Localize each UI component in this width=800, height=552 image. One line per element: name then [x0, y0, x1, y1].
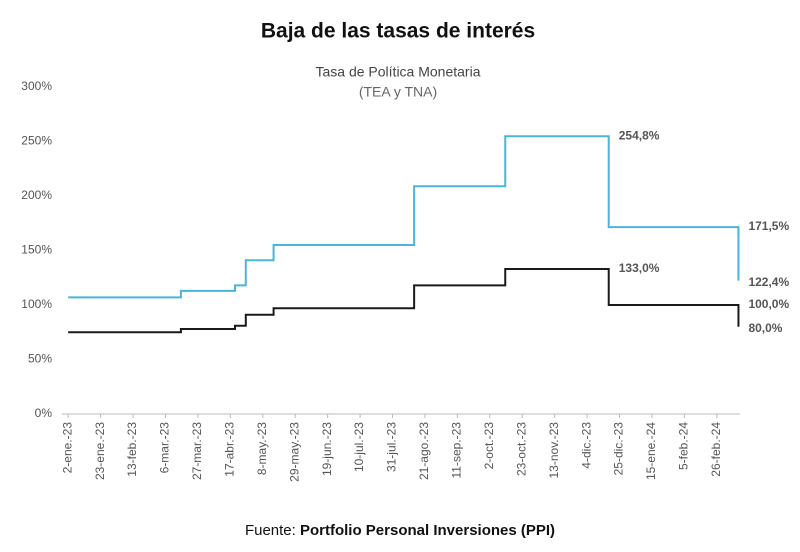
value-label: 100,0%	[748, 297, 789, 311]
value-label: 122,4%	[748, 275, 789, 289]
x-tick-label: 10-jul.-23	[352, 422, 366, 472]
x-tick-label: 8-may.-23	[255, 422, 269, 475]
value-label: 133,0%	[619, 261, 660, 275]
chart-subtitle: (TEA y TNA)	[359, 84, 437, 100]
line-series	[68, 135, 740, 299]
value-label: 80,0%	[748, 321, 782, 335]
y-tick-label: 300%	[21, 79, 52, 93]
x-tick-label: 17-abr.-23	[223, 422, 237, 477]
chart-title: Baja de las tasas de interés	[261, 20, 535, 43]
x-tick-label: 21-ago.-23	[417, 422, 431, 480]
x-tick-label: 15-ene.-24	[644, 422, 658, 480]
x-tick-label: 31-jul.-23	[385, 422, 399, 472]
y-tick-label: 200%	[21, 188, 52, 202]
x-tick-label: 2-ene.-23	[60, 422, 74, 474]
y-tick-label: 0%	[35, 406, 53, 420]
x-tick-label: 27-mar.-23	[190, 422, 204, 480]
x-tick-label: 6-mar.-23	[158, 422, 172, 474]
source-prefix: Fuente:	[245, 522, 300, 539]
x-tick-label: 23-oct.-23	[514, 422, 528, 476]
x-tick-label: 5-feb.-24	[677, 422, 691, 470]
y-tick-label: 100%	[21, 297, 52, 311]
chart-subtitle: Tasa de Política Monetaria	[316, 64, 481, 80]
x-tick-label: 4-dic.-23	[579, 422, 593, 469]
x-tick-label: 19-jun.-23	[320, 422, 334, 476]
value-label: 254,8%	[619, 128, 660, 142]
x-tick-label: 26-feb.-24	[709, 422, 723, 477]
y-tick-label: 250%	[21, 134, 52, 148]
x-tick-label: 23-ene.-23	[93, 422, 107, 480]
source: Fuente: Portfolio Personal Inversiones (…	[245, 522, 555, 539]
x-tick-label: 13-nov.-23	[547, 422, 561, 479]
x-tick-label: 29-may.-23	[287, 422, 301, 482]
source-name: Portfolio Personal Inversiones (PPI)	[300, 522, 555, 539]
x-tick-label: 11-sep.-23	[450, 422, 464, 479]
x-tick-label: 13-feb.-23	[125, 422, 139, 477]
y-tick-label: 50%	[28, 352, 52, 366]
x-tick-label: 25-dic.-23	[612, 422, 626, 476]
x-tick-label: 2-oct.-23	[482, 422, 496, 470]
y-tick-label: 150%	[21, 243, 52, 257]
value-label: 171,5%	[748, 219, 789, 233]
line-series	[68, 268, 740, 334]
